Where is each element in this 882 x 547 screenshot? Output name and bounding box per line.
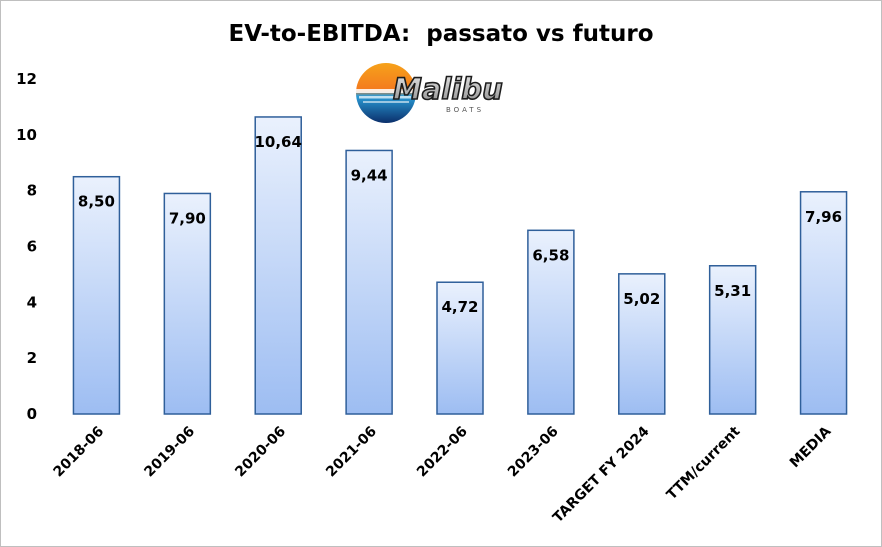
x-tick-label: 2022-06 bbox=[414, 424, 471, 481]
x-tick-label: TTM/current bbox=[664, 423, 744, 503]
data-label: 9,44 bbox=[351, 166, 388, 184]
bars-group bbox=[72, 116, 848, 415]
bar bbox=[436, 281, 484, 415]
bar bbox=[618, 273, 666, 415]
y-tick-label: 12 bbox=[16, 70, 37, 88]
y-tick-label: 4 bbox=[27, 293, 37, 311]
bar bbox=[254, 116, 302, 415]
x-tick-label: TARGET FY 2024 bbox=[550, 423, 653, 526]
y-axis: 0 2 4 6 8 10 12 bbox=[16, 70, 37, 423]
data-label: 6,58 bbox=[532, 246, 569, 264]
bar bbox=[527, 229, 575, 415]
data-label: 8,50 bbox=[78, 193, 115, 211]
y-tick-label: 10 bbox=[16, 126, 37, 144]
bar bbox=[72, 175, 121, 415]
data-label: 4,72 bbox=[441, 298, 478, 316]
x-tick-label: 2023-06 bbox=[505, 424, 562, 481]
malibu-boats-logo: Malibu BOATS bbox=[353, 63, 504, 123]
x-tick-label: 2020-06 bbox=[232, 424, 289, 481]
x-tick-label: MEDIA bbox=[787, 423, 835, 471]
bar bbox=[345, 149, 393, 415]
data-label: 7,90 bbox=[169, 209, 206, 227]
x-tick-label: 2019-06 bbox=[141, 424, 198, 481]
x-tick-label: 2018-06 bbox=[51, 424, 108, 481]
y-tick-label: 0 bbox=[27, 405, 37, 423]
y-tick-label: 8 bbox=[27, 182, 37, 200]
data-label: 5,31 bbox=[714, 282, 751, 300]
data-label: 10,64 bbox=[254, 133, 301, 151]
data-labels: 8,50 7,90 10,64 9,44 4,72 6,58 5,02 5,31 7,96 bbox=[78, 133, 842, 316]
logo-subtext: BOATS bbox=[446, 106, 484, 114]
chart-title: EV-to-EBITDA: passato vs futuro bbox=[228, 21, 654, 47]
data-label: 7,96 bbox=[805, 208, 842, 226]
y-tick-label: 2 bbox=[27, 349, 37, 367]
x-axis: 2018-06 2019-06 2020-06 2021-06 2022-06 2023-… bbox=[51, 423, 835, 526]
x-tick-label: 2021-06 bbox=[323, 424, 380, 481]
bar bbox=[799, 191, 848, 415]
bar bbox=[163, 192, 212, 415]
logo-wordmark: Malibu bbox=[393, 72, 503, 106]
bar bbox=[708, 265, 757, 415]
y-tick-label: 6 bbox=[27, 238, 37, 256]
data-label: 5,02 bbox=[623, 290, 660, 308]
